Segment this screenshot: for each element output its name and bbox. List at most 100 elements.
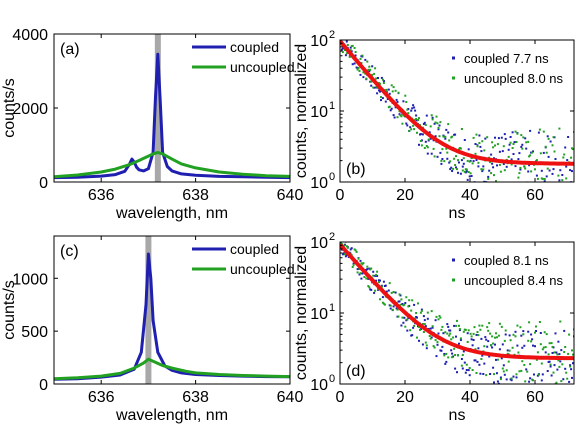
data-point: [381, 296, 384, 299]
data-point: [456, 319, 458, 322]
data-point: [448, 139, 451, 142]
data-point: [536, 374, 539, 377]
data-point: [433, 346, 436, 349]
data-point: [545, 151, 548, 154]
plot-area-d: [340, 242, 574, 391]
data-point: [346, 246, 349, 249]
legend-c: coupled uncoupled: [192, 241, 295, 277]
data-point: [546, 386, 548, 388]
data-point: [477, 334, 480, 337]
data-point: [410, 309, 413, 312]
plot-area-c: [54, 236, 290, 384]
data-point: [365, 77, 368, 80]
data-point: [366, 265, 369, 268]
data-point: [527, 170, 530, 173]
data-point: [489, 185, 491, 187]
data-point: [509, 141, 512, 144]
data-point: [445, 128, 448, 131]
data-point: [573, 188, 575, 190]
data-point: [566, 389, 568, 391]
data-point: [564, 367, 567, 370]
data-point: [562, 378, 565, 381]
data-point: [514, 165, 517, 168]
data-point: [535, 174, 538, 177]
data-point: [496, 164, 498, 167]
data-point: [449, 329, 452, 332]
data-point: [419, 133, 422, 136]
data-point: [539, 332, 542, 334]
data-point: [427, 138, 430, 141]
data-point: [498, 150, 501, 153]
data-point: [540, 362, 543, 365]
data-point: [410, 109, 413, 112]
data-point: [555, 190, 557, 192]
data-point: [442, 135, 445, 138]
data-point: [406, 124, 409, 127]
data-point: [440, 162, 443, 165]
data-point: [392, 114, 395, 117]
data-point: [550, 185, 552, 187]
data-point: [531, 151, 534, 154]
data-point: [567, 188, 569, 190]
data-point: [411, 299, 414, 302]
data-point: [510, 377, 513, 380]
data-point: [486, 136, 489, 139]
data-point: [420, 144, 423, 147]
data-point: [380, 96, 382, 99]
data-point: [472, 332, 475, 335]
data-point: [443, 353, 446, 355]
data-point: [436, 341, 439, 344]
data-point: [498, 163, 501, 166]
data-point: [438, 124, 441, 127]
data-point: [505, 187, 507, 189]
x-tick-label: 640: [277, 389, 304, 406]
series-line-a-uncoupled: [54, 150, 290, 179]
data-point: [535, 159, 538, 162]
data-point: [359, 259, 362, 262]
data-point: [365, 277, 368, 280]
data-point: [451, 356, 454, 359]
data-point: [494, 336, 496, 339]
data-point: [477, 161, 480, 164]
data-point: [550, 374, 553, 377]
data-point: [556, 353, 559, 356]
data-point: [384, 284, 387, 287]
data-point: [518, 152, 521, 155]
data-point: [420, 308, 423, 311]
data-point: [490, 172, 493, 175]
data-point: [420, 309, 423, 312]
series-points-d-1: [340, 242, 574, 384]
data-point: [373, 72, 376, 75]
data-point: [448, 161, 451, 164]
data-point: [506, 352, 509, 355]
data-point: [403, 316, 406, 319]
data-point: [503, 373, 506, 376]
data-point: [485, 338, 488, 341]
data-point: [474, 348, 477, 351]
data-point: [459, 172, 462, 175]
data-point: [396, 116, 399, 119]
data-point: [457, 159, 459, 162]
data-point: [341, 36, 343, 38]
data-point: [572, 362, 574, 365]
data-point: [344, 255, 347, 258]
data-point: [551, 172, 554, 175]
data-point: [476, 360, 479, 363]
data-point: [436, 343, 439, 346]
data-point: [408, 299, 411, 302]
data-point: [376, 92, 379, 95]
data-point: [529, 377, 532, 380]
data-point: [435, 355, 438, 358]
data-point: [572, 148, 574, 151]
data-point: [361, 54, 364, 57]
data-point: [544, 351, 547, 354]
data-point: [419, 311, 422, 314]
data-point: [518, 370, 521, 373]
data-point: [508, 143, 511, 146]
data-point: [542, 130, 545, 133]
data-point: [516, 324, 519, 327]
data-point: [493, 174, 495, 177]
data-point: [519, 326, 522, 329]
data-point: [560, 193, 562, 195]
data-point: [475, 333, 478, 336]
